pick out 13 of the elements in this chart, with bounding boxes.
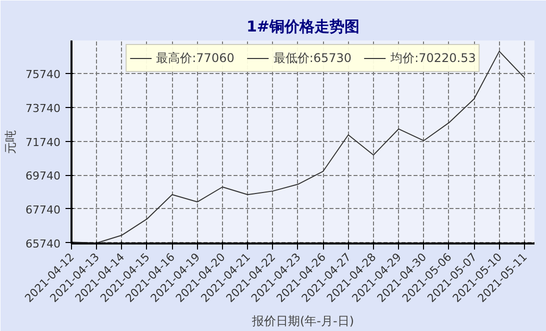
y-tick-label: 73740 (26, 102, 61, 115)
y-tick-label: 67740 (26, 203, 61, 216)
chart-title: 1#铜价格走势图 (246, 18, 360, 36)
y-tick-label: 71740 (26, 136, 61, 149)
y-tick-label: 75740 (26, 68, 61, 82)
y-axis-title: 元吨 (4, 130, 18, 154)
x-axis-title: 报价日期(年-月-日) (250, 314, 354, 328)
annotation: 均价:70220.53 (390, 50, 476, 66)
annotation: 最低价:65730 (273, 50, 352, 66)
y-tick-label: 65740 (26, 237, 61, 250)
annotation: 最高价:77060 (156, 50, 234, 66)
y-tick-label: 69740 (26, 170, 61, 183)
line-series (72, 50, 525, 244)
